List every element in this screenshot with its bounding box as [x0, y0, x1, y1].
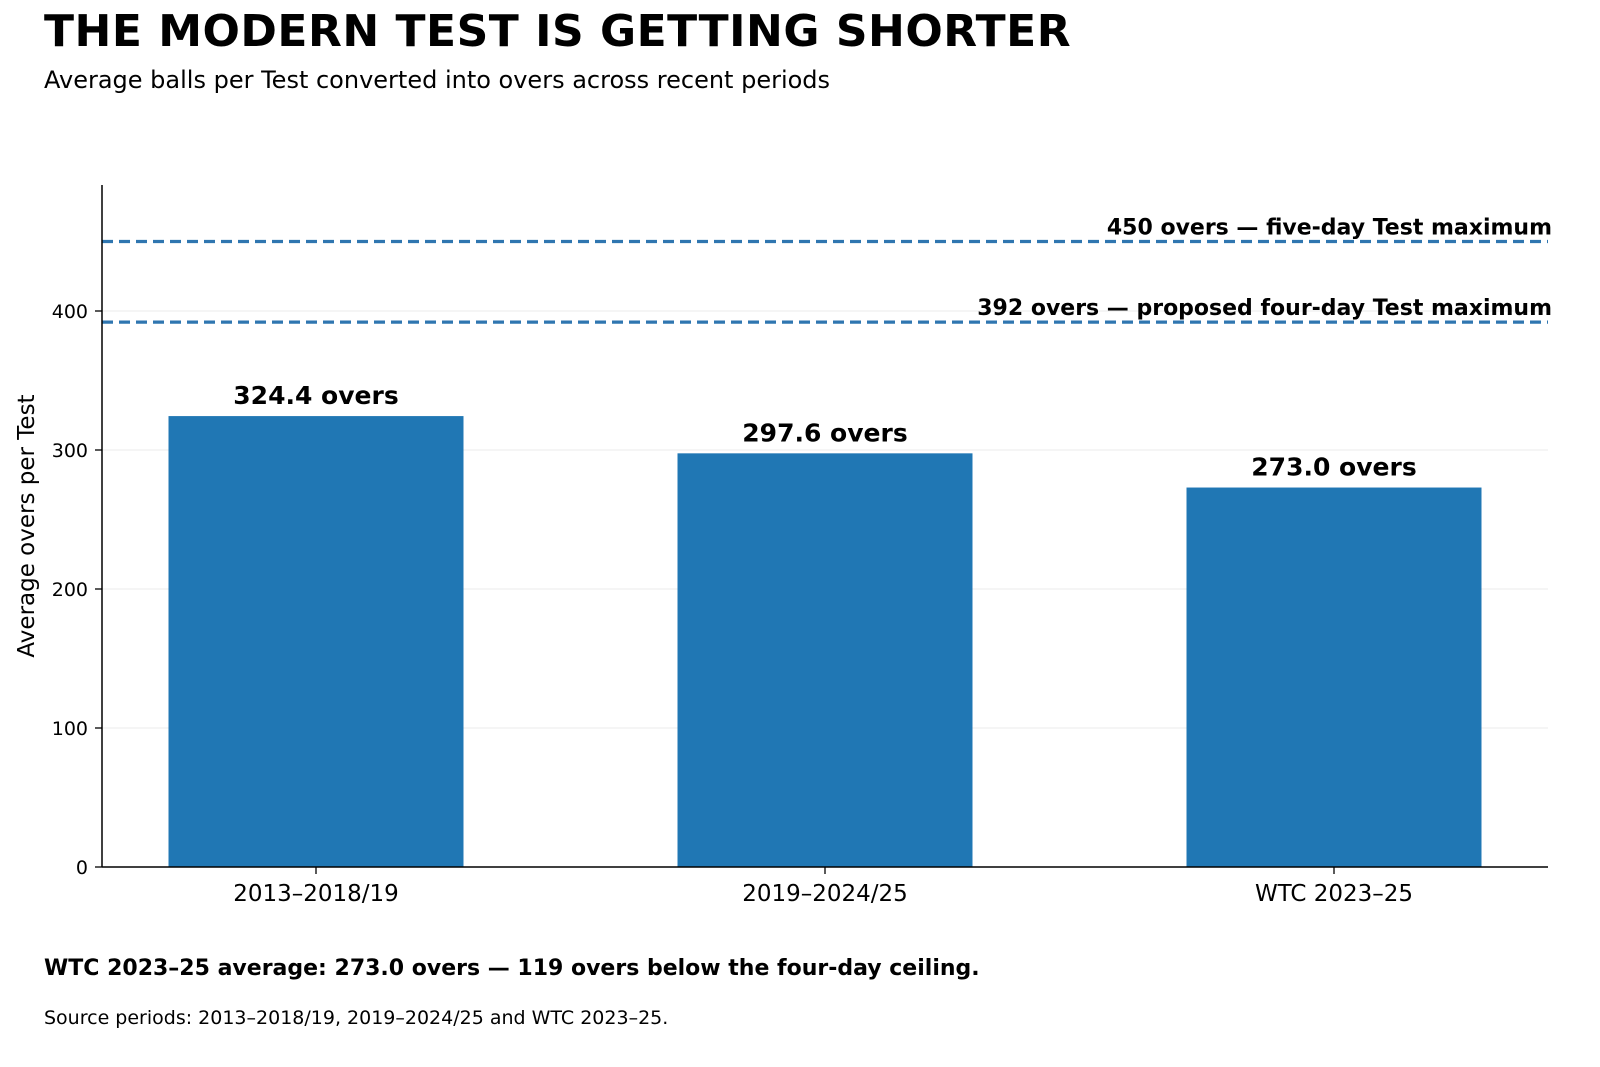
y-tick-label: 0 [76, 857, 88, 879]
y-tick-label: 400 [52, 301, 88, 323]
y-tick-label: 300 [52, 440, 88, 462]
y-axis-label: Average overs per Test [14, 394, 40, 657]
x-tick-label: WTC 2023–25 [1255, 881, 1413, 907]
bar-value-label: 297.6 overs [742, 418, 907, 447]
bar-value-label: 273.0 overs [1251, 453, 1416, 482]
y-tick-label: 200 [52, 579, 88, 601]
reference-line-label: 450 overs — five-day Test maximum [1107, 216, 1552, 241]
chart-subtitle: Average balls per Test converted into ov… [44, 66, 831, 94]
y-tick-label: 100 [52, 718, 88, 740]
x-tick-label: 2019–2024/25 [742, 881, 908, 907]
bar [677, 453, 973, 867]
bar-value-label: 324.4 overs [233, 381, 398, 410]
source-note: Source periods: 2013–2018/19, 2019–2024/… [44, 1007, 669, 1029]
bars [168, 416, 1482, 867]
labels: 324.4 overs 297.6 overs 273.0 overs 450 ove… [233, 216, 1552, 482]
chart-title: THE MODERN TEST IS GETTING SHORTER [44, 6, 1072, 57]
reference-lines [102, 239, 1548, 324]
x-tick-label: 2013–2018/19 [233, 881, 399, 907]
bar [168, 416, 464, 867]
bar [1186, 487, 1482, 867]
axes: 0 100 200 300 400 2013–2018/19 2019–2024/25 WTC… [14, 185, 1548, 907]
reference-line-label: 392 overs — proposed four-day Test maxim… [977, 296, 1552, 321]
summary-note: WTC 2023–25 average: 273.0 overs — 119 o… [44, 956, 980, 981]
bar-chart: 0 100 200 300 400 2013–2018/19 2019–2024/25 WTC… [14, 185, 1552, 907]
